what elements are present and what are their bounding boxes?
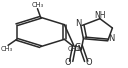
Text: N: N: [76, 20, 82, 28]
Text: CH₃: CH₃: [68, 46, 80, 52]
Text: CH₃: CH₃: [31, 2, 44, 8]
Text: O: O: [86, 58, 93, 67]
Text: NH: NH: [94, 11, 106, 20]
Text: S: S: [74, 43, 81, 53]
Text: N: N: [109, 34, 115, 43]
Text: CH₃: CH₃: [1, 46, 13, 52]
Text: O: O: [65, 58, 71, 67]
